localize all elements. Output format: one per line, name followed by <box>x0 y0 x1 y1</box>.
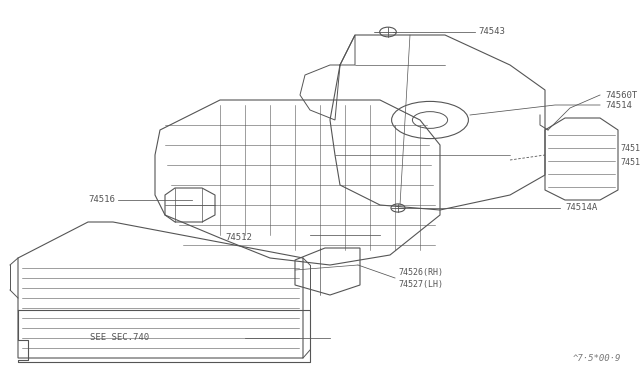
Text: 74560T: 74560T <box>605 90 637 99</box>
Text: 74514Nᴸᴸ(LH): 74514Nᴸᴸ(LH) <box>620 157 640 167</box>
Text: 74512: 74512 <box>225 234 252 243</box>
Text: 74526(RH): 74526(RH) <box>398 267 443 276</box>
Text: SEE SEC.740: SEE SEC.740 <box>90 334 149 343</box>
Text: ^7·5*00·9: ^7·5*00·9 <box>572 355 621 363</box>
Text: 74514A: 74514A <box>565 203 597 212</box>
Text: 74527(LH): 74527(LH) <box>398 279 443 289</box>
Text: 74514: 74514 <box>605 100 632 109</box>
Text: 74514M(RH): 74514M(RH) <box>620 144 640 153</box>
Text: 74516: 74516 <box>88 196 115 205</box>
Text: 74543: 74543 <box>478 28 505 36</box>
